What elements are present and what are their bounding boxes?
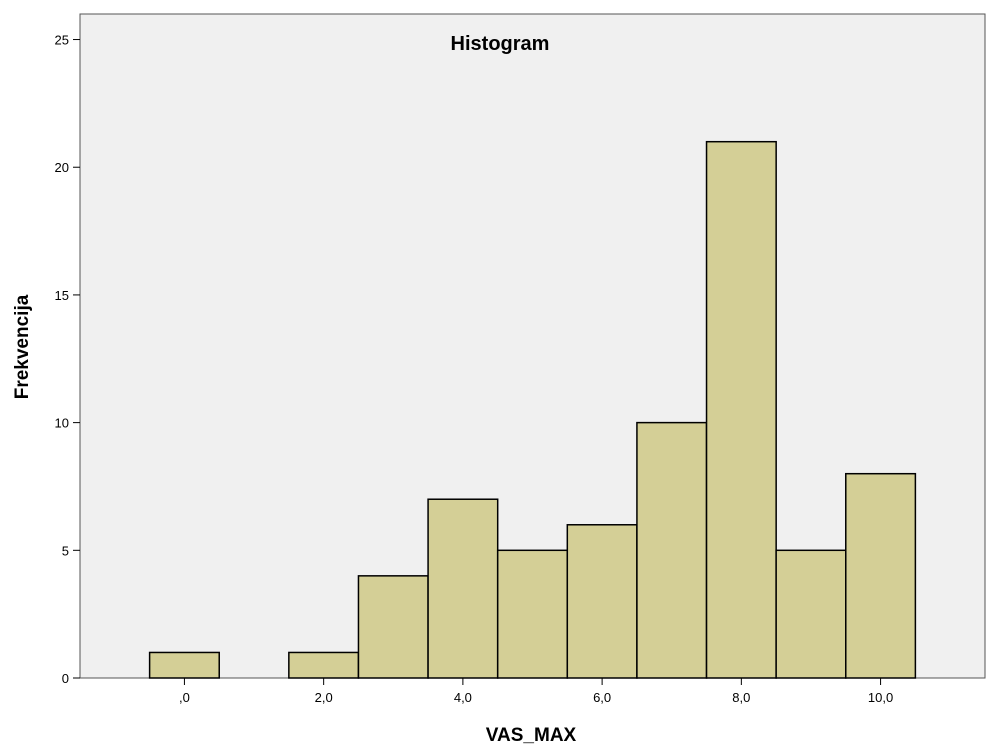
x-tick-label: 10,0 (868, 690, 893, 705)
histogram-bar-4 (427, 498, 499, 679)
x-tick-label: 4,0 (454, 690, 472, 705)
y-tick-label: 20 (55, 160, 69, 175)
histogram-bar-5 (496, 549, 569, 679)
y-tick-label: 15 (55, 288, 69, 303)
x-tick-label: 6,0 (593, 690, 611, 705)
y-axis-title: Frekvencija (12, 294, 33, 399)
histogram-bar-3 (357, 575, 429, 679)
histogram-bar-10 (845, 472, 917, 679)
histogram-bar-9 (775, 549, 847, 679)
x-tick-label: ,0 (179, 690, 190, 705)
y-axis: 0 5 10 15 20 25 (55, 33, 80, 686)
x-axis-title: VAS_MAX (486, 725, 577, 745)
x-tick-label: 2,0 (315, 690, 333, 705)
y-tick-label: 10 (55, 416, 69, 431)
x-tick-label: 8,0 (732, 690, 750, 705)
y-tick-label: 5 (62, 543, 69, 558)
histogram-bar-7 (636, 421, 708, 679)
histogram-bar-6 (566, 524, 638, 679)
histogram-bar-0 (148, 651, 220, 679)
histogram-bar-8 (705, 140, 777, 679)
y-tick-label: 25 (55, 33, 69, 48)
chart-title: Histogram (451, 33, 550, 55)
histogram-bar-2 (288, 651, 360, 679)
y-tick-label: 0 (62, 671, 69, 686)
x-axis: ,0 2,0 4,0 6,0 8,0 10,0 (179, 678, 893, 705)
